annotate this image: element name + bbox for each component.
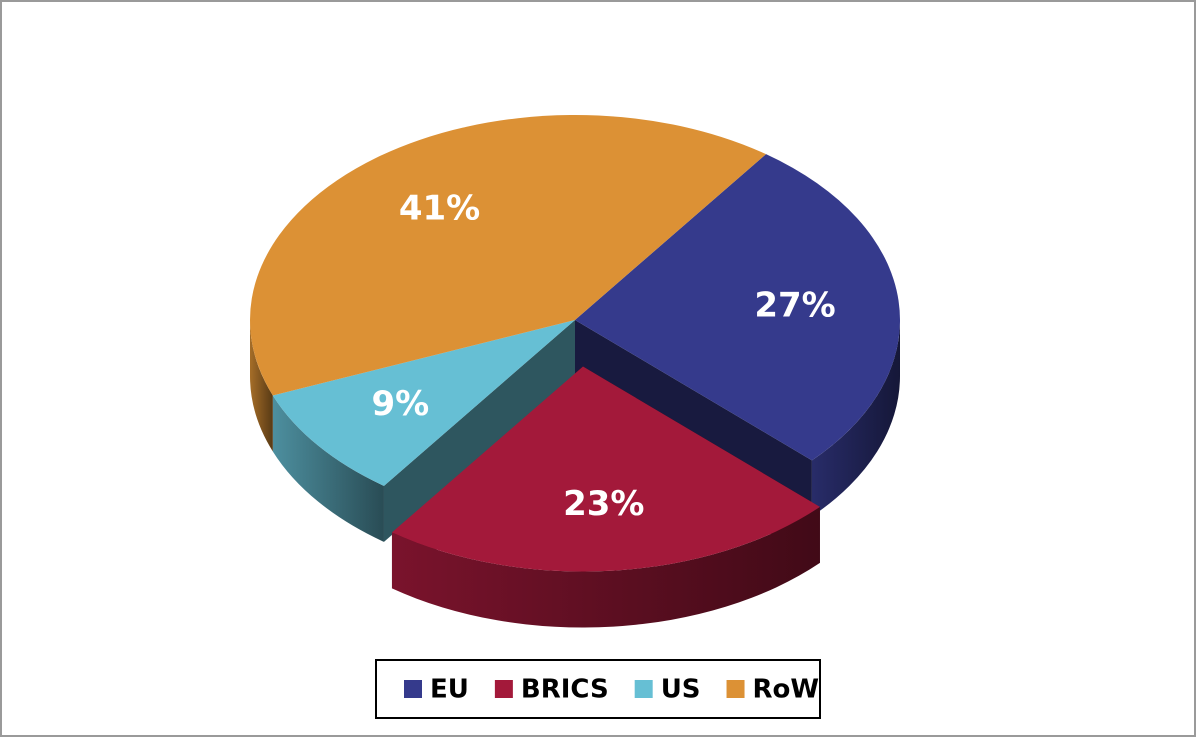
slice: [249, 114, 767, 396]
legend-swatch: [726, 680, 745, 698]
data-label: 23%: [563, 484, 644, 524]
legend-box: [375, 659, 821, 719]
data-label: 27%: [754, 285, 835, 325]
legend-label: RoW: [753, 675, 820, 705]
legend-label: EU: [430, 675, 469, 705]
legend-label: US: [661, 675, 701, 705]
slice: [391, 366, 820, 572]
data-label: 9%: [372, 384, 430, 424]
legend-swatch: [494, 680, 513, 698]
data-labels: 27% 23% 9% 41%: [372, 188, 836, 523]
legend-swatch: [404, 680, 422, 698]
slice-wall: [250, 320, 273, 452]
slice-wall: [811, 320, 900, 517]
slice: [575, 154, 900, 461]
pie-tops: [249, 114, 900, 572]
slice-side: [383, 320, 575, 542]
data-label: 41%: [399, 188, 480, 228]
slice-wall: [272, 395, 384, 542]
legend-label: BRICS: [521, 675, 609, 705]
slice-wall: [391, 506, 820, 628]
slice: [272, 320, 575, 486]
legend-swatch: [634, 680, 653, 698]
legend: EU BRICS US RoW: [404, 675, 819, 705]
